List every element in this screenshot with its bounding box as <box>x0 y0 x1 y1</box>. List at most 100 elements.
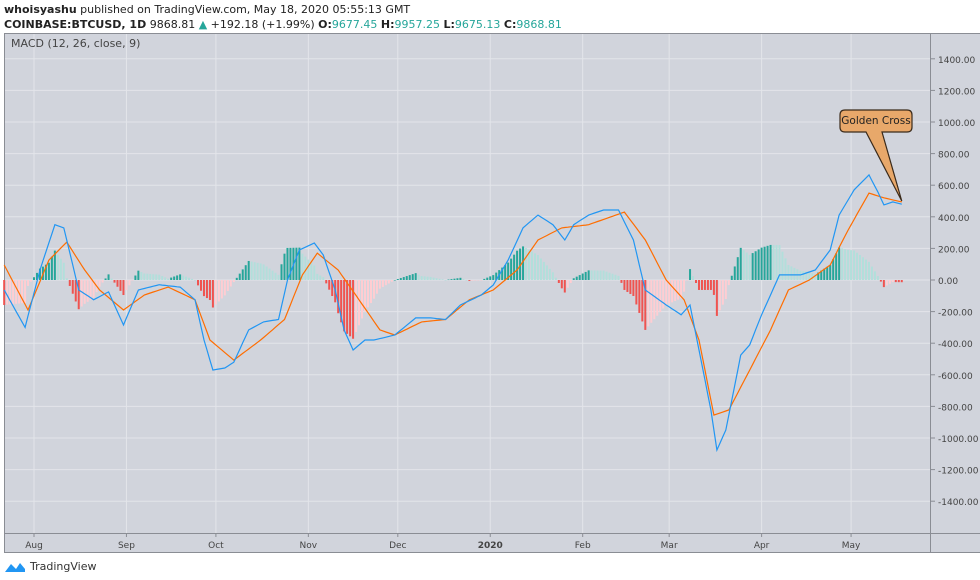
histogram-bar <box>504 265 507 280</box>
histogram-bar <box>548 268 551 280</box>
indicator-title[interactable]: MACD (12, 26, close, 9) <box>11 37 140 50</box>
histogram-bar <box>882 280 885 288</box>
histogram-bar <box>742 250 745 280</box>
histogram-bar <box>700 280 703 290</box>
histogram-bar <box>766 245 769 280</box>
histogram-bar <box>411 274 414 280</box>
histogram-bar <box>745 252 748 280</box>
histogram-bar <box>587 270 590 280</box>
close-label: C: <box>503 18 517 31</box>
histogram-bar <box>164 277 167 280</box>
histogram-bar <box>346 280 349 334</box>
histogram-bar <box>194 280 197 281</box>
histogram-bar <box>277 274 280 280</box>
publish-info: whoisyashu published on TradingView.com,… <box>4 3 410 16</box>
histogram-bar <box>176 275 179 280</box>
histogram-bar <box>30 280 33 282</box>
histogram-bar <box>33 277 35 280</box>
histogram-bar <box>310 262 313 280</box>
histogram-bar <box>113 280 116 283</box>
histogram-bar <box>566 280 569 288</box>
histogram-bar <box>128 280 131 286</box>
histogram-bar <box>677 280 680 300</box>
histogram-bar <box>226 280 229 291</box>
histogram-bar <box>352 280 355 339</box>
histogram-bar <box>623 280 626 290</box>
histogram-bar <box>343 280 346 332</box>
histogram-bar <box>402 277 405 280</box>
histogram-bar <box>24 280 27 304</box>
histogram-bar <box>405 276 408 280</box>
histogram-bar <box>468 280 471 281</box>
histogram-bar <box>525 248 528 280</box>
histogram-bar <box>536 255 539 280</box>
published-text: published on TradingView.com, May 18, 20… <box>80 3 411 16</box>
histogram-bar <box>232 280 235 283</box>
change: +192.18 (+1.99%) <box>210 18 315 31</box>
histogram-bar <box>802 271 805 280</box>
histogram-bar <box>68 280 71 286</box>
histogram-bar <box>635 280 638 305</box>
histogram-bar <box>170 277 173 280</box>
histogram-bar <box>191 278 194 280</box>
histogram-bar <box>542 261 545 280</box>
histogram-bar <box>894 280 897 283</box>
histogram-bar <box>876 276 879 280</box>
x-tick-label: Apr <box>754 541 770 551</box>
histogram-bar <box>185 276 188 280</box>
author[interactable]: whoisyashu <box>4 3 77 16</box>
histogram-bar <box>650 280 653 323</box>
histogram-bar <box>516 250 519 280</box>
y-tick-label: -1200.00 <box>938 467 979 477</box>
histogram-bar <box>414 273 417 280</box>
histogram-bar <box>355 280 358 332</box>
histogram-bar <box>647 280 650 327</box>
histogram-bar <box>465 279 468 281</box>
histogram-bar <box>56 254 59 280</box>
histogram-bar <box>614 274 617 280</box>
histogram-bar <box>668 280 671 304</box>
histogram-bar <box>605 271 608 280</box>
histogram-bar <box>662 280 665 309</box>
histogram-bar <box>897 280 900 283</box>
histogram-bar <box>641 280 644 322</box>
histogram-bar <box>486 277 489 280</box>
golden-cross-annotation[interactable]: Golden Cross <box>839 109 913 202</box>
histogram-bar <box>453 278 456 280</box>
histogram-bar <box>104 278 107 280</box>
histogram-bar <box>259 263 262 280</box>
histogram-bar <box>182 275 185 280</box>
y-tick-label: 1200.00 <box>938 87 975 97</box>
histogram-bar <box>760 247 763 280</box>
histogram-bar <box>331 280 334 297</box>
histogram-bar <box>727 280 730 286</box>
histogram-bar <box>122 280 125 296</box>
histogram-bar <box>736 257 739 280</box>
histogram-bar <box>477 280 480 281</box>
histogram-bar <box>298 247 301 280</box>
histogram-bar <box>214 280 217 305</box>
histogram-bar <box>199 280 202 291</box>
histogram-bar <box>274 272 277 280</box>
y-tick-label: -600.00 <box>938 372 973 382</box>
x-tick-label: Dec <box>389 541 406 551</box>
histogram-bar <box>838 247 841 280</box>
y-tick-label: 800.00 <box>938 151 970 161</box>
histogram-bar <box>361 280 364 319</box>
histogram-bar <box>572 278 575 280</box>
tradingview-logo[interactable]: TradingView <box>4 560 96 573</box>
histogram-bar <box>581 273 584 280</box>
macd-chart[interactable]: 1400.00 1200.00 1000.00 800.00 600.00 400.00 2… <box>0 0 980 560</box>
histogram-bar <box>763 246 766 280</box>
histogram-bar <box>417 274 420 280</box>
histogram-bar <box>888 280 891 284</box>
histogram-bar <box>286 247 289 280</box>
y-tick-label: 400.00 <box>938 214 970 224</box>
histogram-bar <box>739 247 742 280</box>
y-tick-label: 0.00 <box>938 277 958 287</box>
histogram-bar <box>6 280 9 305</box>
histogram-bar <box>390 280 393 282</box>
histogram-bar <box>814 274 817 280</box>
histogram-bar <box>375 280 378 294</box>
histogram-bar <box>110 278 113 280</box>
